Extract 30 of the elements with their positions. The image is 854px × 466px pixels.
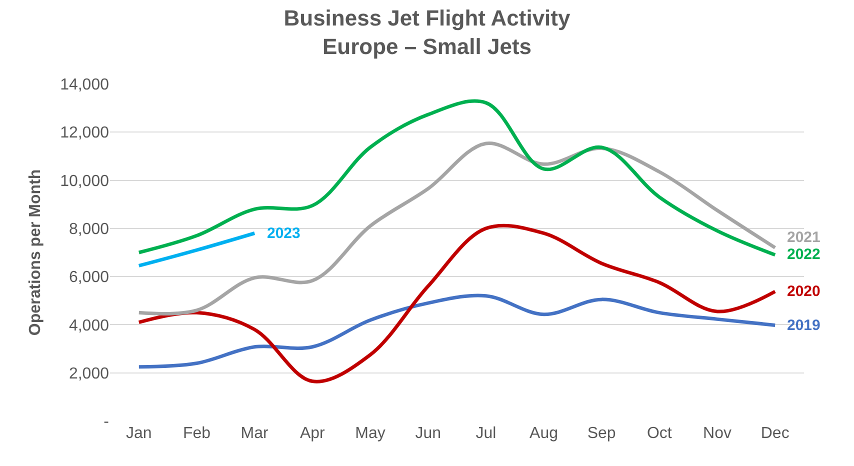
line-series [137, 142, 777, 316]
y-tick-label: 10,000 [60, 172, 110, 190]
x-tick-label: Mar [240, 425, 270, 442]
x-tick-label: Apr [300, 425, 326, 442]
x-tick-label: Jan [126, 425, 152, 442]
series-label: 2020 [787, 283, 820, 300]
series-label: 2021 [787, 229, 820, 246]
y-tick-label: 12,000 [60, 124, 110, 142]
x-tick-label: Jun [415, 425, 441, 442]
x-tick-label: Nov [703, 425, 732, 442]
x-tick-label: Sep [587, 425, 616, 442]
x-tick-label: Oct [646, 425, 672, 442]
series-label: 2023 [267, 225, 300, 242]
y-tick-label: - [104, 414, 109, 431]
y-tick-label: 2,000 [68, 365, 110, 382]
x-tick-label: May [355, 425, 386, 442]
y-tick-label: 6,000 [68, 269, 110, 286]
line-series [137, 294, 777, 369]
y-tick-label: 4,000 [68, 317, 110, 334]
series-label: 2019 [787, 317, 820, 334]
x-tick-label: Aug [530, 425, 558, 442]
y-axis-title: Operations per Month [26, 169, 44, 336]
series-label: 2022 [787, 246, 820, 263]
chart-subtitle: Europe – Small Jets [322, 34, 532, 60]
x-tick-label: Feb [182, 425, 211, 442]
x-tick-label: Jul [476, 425, 496, 442]
x-tick-label: Dec [760, 425, 790, 442]
y-tick-label: 8,000 [68, 221, 110, 238]
chart-title: Business Jet Flight Activity [284, 6, 571, 31]
y-tick-label: 14,000 [60, 76, 110, 94]
